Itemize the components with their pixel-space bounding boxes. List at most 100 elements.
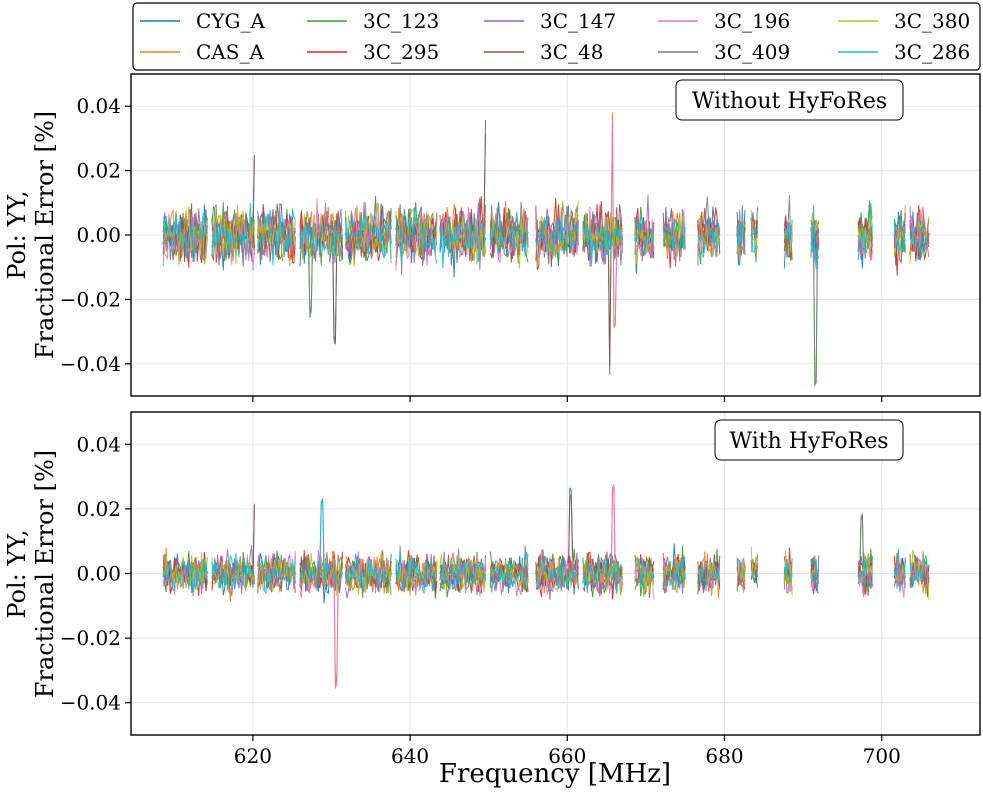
series-line-3c_380-seg3	[299, 213, 343, 263]
series-line-3c_286-seg6	[439, 217, 486, 269]
series-line-3c_286-seg10	[634, 557, 655, 590]
ylabel-top-line1: Pol: YY,	[3, 190, 31, 279]
series-line-3c_286-seg13	[736, 558, 746, 575]
ytick-label-4: 0.04	[76, 432, 121, 456]
annotation-box-bottom: With HyFoRes	[714, 419, 904, 461]
series-line-3c_380-seg16	[810, 212, 820, 259]
series-line-3c_380-seg17	[857, 204, 873, 257]
legend-label-3c_196: 3C_196	[714, 9, 790, 33]
series-line-3c_380-seg13	[736, 558, 746, 587]
series-line-3c_380-seg16	[810, 567, 820, 588]
legend-label-3c_409: 3C_409	[714, 40, 790, 64]
series-line-3c_286-seg1	[211, 202, 255, 258]
series-line-3c_196-seg1	[211, 561, 255, 592]
ytick-label-2: 0.00	[76, 223, 121, 247]
series-line-cas_a-seg6	[439, 203, 486, 263]
series-line-3c_196-seg17	[857, 559, 873, 598]
series-line-3c_286-seg3	[299, 498, 343, 590]
series-line-3c_286-seg8	[535, 207, 579, 259]
annotation-label-bottom: With HyFoRes	[729, 429, 888, 454]
ylabel-bottom-line2: Fractional Error [%]	[31, 450, 59, 698]
yticks-top: −0.04 −0.02 0.00 0.02 0.04	[60, 94, 131, 376]
ylabel-bottom-line1: Pol: YY,	[3, 529, 31, 618]
series-line-3c_409-seg3	[299, 210, 343, 318]
panel-with-hyfores: −0.04 −0.02 0.00 0.02 0.04 620 640 660 680 700 W…	[3, 411, 981, 768]
ytick-label-1: −0.02	[60, 287, 121, 311]
annotation-label-top: Without HyFoRes	[692, 89, 887, 114]
legend-frame	[132, 2, 981, 71]
series-line-3c_286-seg9	[582, 223, 623, 267]
series-line-3c_286-seg7	[489, 551, 529, 593]
series-line-3c_286-seg19	[909, 555, 930, 586]
series-line-3c_286-seg18	[893, 549, 906, 593]
series-line-3c_286-seg13	[736, 209, 746, 247]
series-line-3c_286-seg2	[257, 557, 296, 595]
series-line-3c_48-seg8	[535, 204, 579, 257]
series-line-3c_380-seg14	[750, 546, 758, 578]
series-line-3c_380-seg14	[750, 210, 758, 254]
xtick-label-1: 640	[391, 744, 429, 768]
ytick-label-1: −0.02	[60, 626, 121, 650]
series-line-3c_286-seg5	[395, 207, 438, 264]
series-line-3c_286-seg0	[162, 212, 208, 266]
legend-label-3c_286: 3C_286	[894, 40, 970, 64]
series-line-3c_286-seg15	[783, 221, 793, 244]
series-line-3c_380-seg5	[395, 557, 438, 591]
xticks-top	[252, 396, 883, 402]
series-line-3c_286-seg17	[857, 555, 873, 594]
series-line-3c_380-seg8	[535, 557, 579, 593]
legend-label-3c_123: 3C_123	[363, 9, 439, 33]
series-line-3c_196-seg10	[634, 219, 655, 257]
series-line-3c_286-seg12	[697, 220, 721, 258]
series-line-3c_286-seg2	[257, 208, 296, 266]
series-line-3c_286-seg19	[909, 221, 930, 253]
series-line-3c_286-seg16	[810, 559, 819, 594]
xtick-label-0: 620	[234, 744, 272, 768]
series-line-3c_380-seg2	[257, 557, 296, 592]
series-line-3c_380-seg4	[345, 203, 392, 267]
series-line-3c_380-seg17	[857, 553, 873, 585]
series-top	[162, 112, 930, 387]
series-line-3c_286-seg15	[783, 558, 793, 582]
ytick-label-0: −0.04	[60, 352, 121, 376]
series-line-3c_409-seg3	[299, 551, 343, 592]
ytick-label-3: 0.02	[76, 497, 121, 521]
series-line-3c_380-seg3	[299, 552, 343, 596]
series-line-3c_286-seg17	[857, 202, 873, 260]
legend-entries: CYG_A CAS_A 3C_123 3C_295 3C_147 3C_48 3C_196 3…	[140, 9, 970, 64]
series-line-3c_380-seg10	[634, 557, 655, 600]
series-line-3c_196-seg6	[439, 206, 486, 258]
legend-label-3c_380: 3C_380	[894, 9, 970, 33]
series-line-3c_380-seg12	[697, 214, 721, 259]
series-line-3c_286-seg1	[211, 552, 255, 591]
series-line-3c_286-seg14	[750, 568, 758, 581]
series-line-3c_380-seg5	[395, 207, 438, 257]
series-line-3c_286-seg3	[299, 218, 343, 264]
series-line-3c_286-seg6	[439, 555, 486, 591]
ylabel-top-line2: Fractional Error [%]	[31, 111, 59, 359]
series-line-3c_286-seg4	[345, 553, 392, 596]
series-line-3c_380-seg15	[783, 549, 793, 596]
series-line-3c_409-seg16	[810, 555, 820, 582]
series-line-3c_380-seg9	[582, 558, 623, 596]
series-bottom	[162, 484, 930, 689]
legend-label-cas_a: CAS_A	[196, 40, 264, 64]
series-line-3c_286-seg14	[750, 218, 758, 253]
series-line-3c_286-seg12	[697, 561, 721, 584]
ytick-label-3: 0.02	[76, 159, 121, 183]
legend-label-cyg_a: CYG_A	[196, 9, 265, 33]
ytick-label-4: 0.04	[76, 94, 121, 118]
series-line-3c_409-seg14	[750, 212, 758, 238]
ytick-label-0: −0.04	[60, 691, 121, 715]
series-line-3c_409-seg7	[489, 201, 529, 256]
legend-label-3c_295: 3C_295	[363, 40, 439, 64]
panel-without-hyfores: −0.04 −0.02 0.00 0.02 0.04 Without HyFoRes P…	[3, 73, 981, 402]
series-line-3c_286-seg8	[535, 556, 579, 590]
annotation-box-top: Without HyFoRes	[675, 79, 904, 121]
series-line-3c_286-seg9	[582, 554, 623, 595]
xtick-label-2: 660	[548, 744, 586, 768]
series-line-3c_286-seg16	[810, 204, 820, 270]
series-line-3c_286-seg18	[893, 218, 906, 255]
series-line-3c_409-seg9	[582, 553, 623, 593]
